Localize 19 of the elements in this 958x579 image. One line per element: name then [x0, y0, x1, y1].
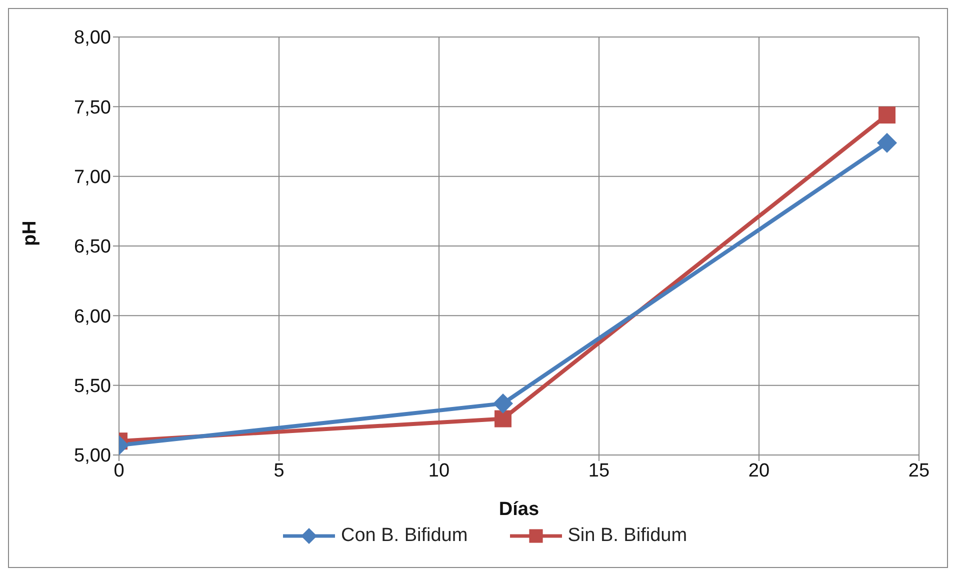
y-tick-label: 5,00: [74, 446, 111, 467]
x-tick-label: 25: [908, 460, 930, 482]
y-tick-label: 5,50: [74, 376, 111, 398]
x-tick-label: 20: [748, 460, 770, 482]
legend-label: Con B. Bifidum: [340, 525, 468, 547]
x-tick-label: 0: [114, 460, 124, 482]
point: [878, 106, 896, 124]
x-tick-label: 5: [274, 460, 284, 482]
y-axis-title: pH: [20, 220, 41, 246]
x-tick-label: 10: [428, 460, 450, 482]
y-tick-label: 7,00: [74, 167, 111, 188]
y-tick-label: 6,00: [74, 306, 111, 328]
point: [877, 132, 897, 153]
y-tick-label: 6,50: [74, 236, 111, 258]
y-tick-label: 7,50: [74, 97, 111, 118]
legend-label: Sin B. Bifidum: [568, 525, 688, 547]
y-tick-label: 8,00: [74, 28, 111, 49]
x-axis-title: Días: [498, 499, 540, 520]
x-tick-label: 15: [588, 460, 610, 482]
